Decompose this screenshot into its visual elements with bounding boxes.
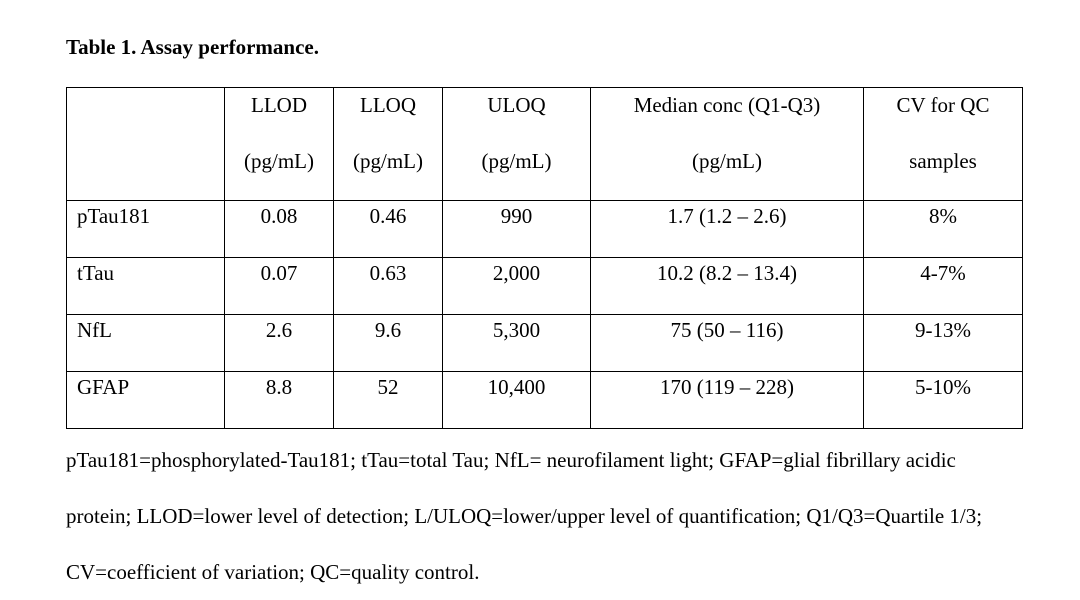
- llod-cell: 8.8: [224, 371, 334, 429]
- header-median-label: Median conc (Q1-Q3): [633, 93, 821, 117]
- lloq-cell: 0.63: [333, 257, 443, 315]
- header-cell-llod: LLOD (pg/mL): [224, 87, 334, 201]
- table-row: GFAP 8.8 52 10,400 170 (119 – 228) 5-10%: [66, 371, 1023, 429]
- llod-cell: 0.08: [224, 200, 334, 258]
- row-name-cell: GFAP: [66, 371, 225, 429]
- header-median-unit: (pg/mL): [692, 149, 762, 173]
- median-cell: 1.7 (1.2 – 2.6): [590, 200, 864, 258]
- cv-cell: 9-13%: [863, 314, 1023, 372]
- row-name-cell: tTau: [66, 257, 225, 315]
- header-cell-empty: [66, 87, 225, 201]
- header-cell-lloq: LLOQ (pg/mL): [333, 87, 443, 201]
- lloq-cell: 9.6: [333, 314, 443, 372]
- cv-cell: 5-10%: [863, 371, 1023, 429]
- uloq-cell: 10,400: [442, 371, 591, 429]
- document-page: Table 1. Assay performance. LLOD (pg/mL)…: [66, 34, 1026, 584]
- cv-cell: 8%: [863, 200, 1023, 258]
- uloq-cell: 2,000: [442, 257, 591, 315]
- uloq-cell: 990: [442, 200, 591, 258]
- lloq-cell: 0.46: [333, 200, 443, 258]
- table-caption: Table 1. Assay performance.: [66, 35, 319, 59]
- median-cell: 75 (50 – 116): [590, 314, 864, 372]
- header-cell-uloq: ULOQ (pg/mL): [442, 87, 591, 201]
- table-footnote: pTau181=phosphorylated-Tau181; tTau=tota…: [66, 448, 983, 584]
- header-cv-unit: samples: [909, 149, 977, 173]
- header-cell-cv: CV for QC samples: [863, 87, 1023, 201]
- llod-cell: 0.07: [224, 257, 334, 315]
- header-uloq-label: ULOQ: [487, 93, 546, 117]
- header-llod-unit: (pg/mL): [244, 149, 314, 173]
- header-uloq-unit: (pg/mL): [481, 149, 552, 173]
- row-name-cell: pTau181: [66, 200, 225, 258]
- table-row: tTau 0.07 0.63 2,000 10.2 (8.2 – 13.4) 4…: [66, 257, 1023, 315]
- header-cv-label: CV for QC: [896, 93, 990, 117]
- header-cell-median: Median conc (Q1-Q3) (pg/mL): [590, 87, 864, 201]
- cv-cell: 4-7%: [863, 257, 1023, 315]
- uloq-cell: 5,300: [442, 314, 591, 372]
- table-row: NfL 2.6 9.6 5,300 75 (50 – 116) 9-13%: [66, 314, 1023, 372]
- assay-performance-table: LLOD (pg/mL) LLOQ (pg/mL) ULOQ (pg/mL) M…: [66, 87, 1023, 429]
- row-name-cell: NfL: [66, 314, 225, 372]
- median-cell: 10.2 (8.2 – 13.4): [590, 257, 864, 315]
- header-lloq-label: LLOQ: [360, 93, 416, 117]
- table-header-row: LLOD (pg/mL) LLOQ (pg/mL) ULOQ (pg/mL) M…: [66, 87, 1023, 201]
- llod-cell: 2.6: [224, 314, 334, 372]
- header-lloq-unit: (pg/mL): [353, 149, 423, 173]
- median-cell: 170 (119 – 228): [590, 371, 864, 429]
- table-row: pTau181 0.08 0.46 990 1.7 (1.2 – 2.6) 8%: [66, 200, 1023, 258]
- lloq-cell: 52: [333, 371, 443, 429]
- header-llod-label: LLOD: [251, 93, 307, 117]
